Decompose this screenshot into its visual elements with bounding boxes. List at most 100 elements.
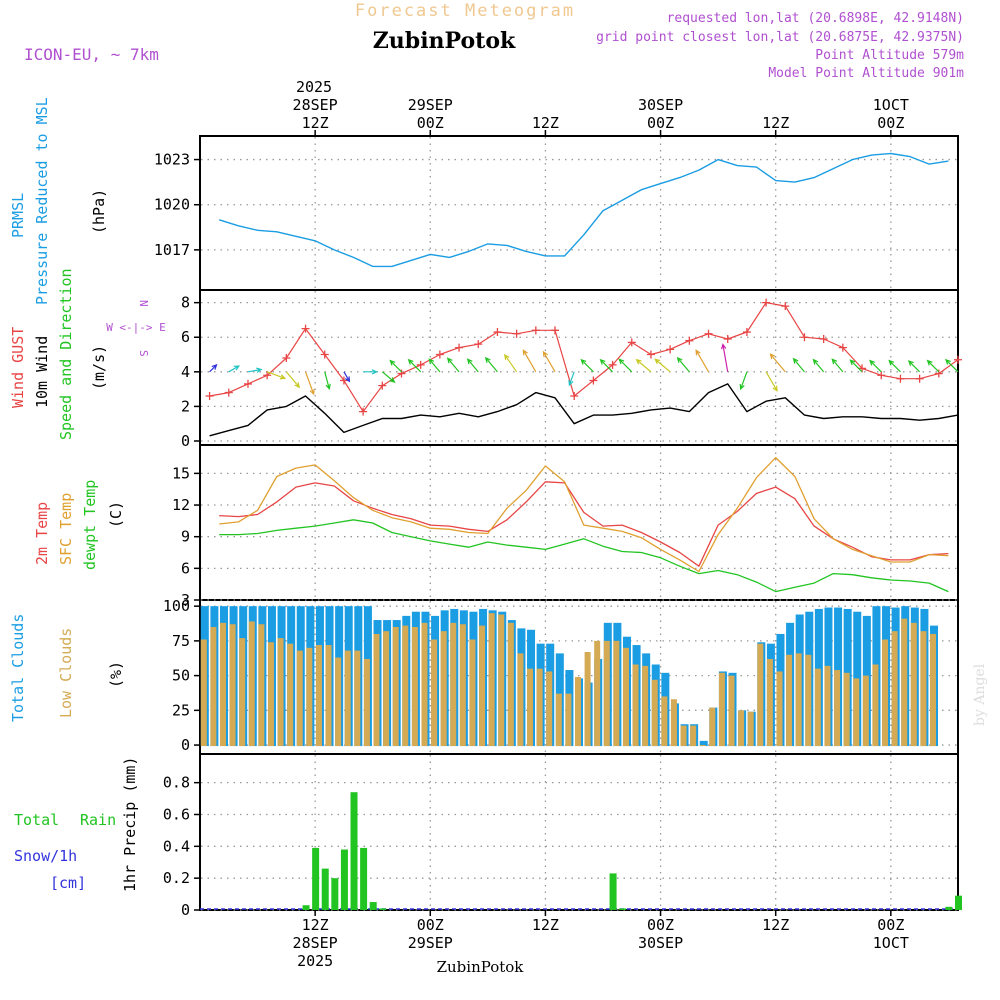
- y-tick-label: 0.2: [163, 869, 190, 887]
- low-cloud-bar: [306, 647, 313, 747]
- gust-marker: [762, 298, 771, 307]
- low-cloud-bar: [383, 631, 390, 747]
- low-cloud-bar: [613, 640, 620, 747]
- wind-direction-arrow: [542, 350, 556, 373]
- gust-marker: [416, 360, 425, 369]
- low-cloud-bar: [718, 672, 725, 747]
- y-tick-label: 1017: [154, 241, 190, 259]
- top-time-label: 00Z: [417, 114, 444, 132]
- low-cloud-bar: [479, 625, 486, 747]
- gust-marker: [455, 343, 464, 352]
- low-cloud-bar: [728, 675, 735, 747]
- y-tick-label: 75: [172, 632, 190, 650]
- low-cloud-bar: [603, 640, 610, 747]
- gust-marker: [819, 334, 828, 343]
- low-cloud-bar: [277, 638, 284, 747]
- bottom-time-label: 00Z: [417, 916, 444, 934]
- wind-direction-arrow: [739, 371, 748, 391]
- wind-direction-arrow: [466, 358, 479, 373]
- low-cloud-bar: [363, 658, 370, 747]
- data-layer: [200, 152, 962, 910]
- y-tick-label: 100: [163, 597, 190, 615]
- wind-direction-arrow: [324, 371, 331, 391]
- low-cloud-bar: [738, 710, 745, 747]
- gust-marker: [915, 374, 924, 383]
- low-cloud-bar: [536, 668, 543, 747]
- axis-layer: 1017 1020 1023 0 2 4 6 8 3 6 9 12 15 0 25 50 75 100 0 0.2 0.…: [154, 96, 909, 970]
- low-cloud-bar: [622, 647, 629, 747]
- temp-sfc-label: SFC Temp: [57, 493, 75, 565]
- low-cloud-bar: [930, 633, 937, 747]
- wind-direction-arrow: [381, 371, 396, 383]
- wind-direction-arrow: [945, 358, 959, 373]
- rain-bar: [360, 847, 368, 910]
- pressure-line: [218, 152, 949, 268]
- gust-marker: [954, 355, 962, 364]
- gust-marker: [359, 407, 368, 416]
- top-year-label: 2025: [296, 78, 332, 96]
- total-cloud-bar: [699, 740, 708, 747]
- low-cloud-bar: [210, 627, 217, 747]
- gust-marker: [934, 369, 943, 378]
- gust-marker: [646, 350, 655, 359]
- rain-bar: [609, 873, 617, 910]
- wind-direction-arrow: [389, 359, 402, 373]
- y-tick-label: 0: [181, 432, 190, 450]
- credit-watermark: by Angel: [972, 663, 988, 726]
- y-tick-label: 0.4: [163, 837, 190, 855]
- wind-direction-arrow: [695, 349, 710, 373]
- wind-direction-arrow: [831, 358, 844, 373]
- temp-2m-label: 2m Temp: [33, 502, 51, 565]
- low-cloud-bar: [459, 624, 466, 747]
- bottom-time-label: 00Z: [877, 916, 904, 934]
- gust-marker: [205, 392, 214, 401]
- low-cloud-bar: [431, 639, 438, 747]
- low-cloud-bar: [565, 693, 572, 747]
- low-cloud-bar: [527, 668, 534, 747]
- top-time-label: 28SEP: [293, 96, 338, 114]
- top-time-label: 29SEP: [408, 96, 453, 114]
- y-tick-label: 25: [172, 701, 190, 719]
- wind-10m-label: 10m Wind: [33, 336, 51, 408]
- wind-gust-label: Wind GUST: [9, 327, 27, 408]
- footer-station: ZubinPotok: [437, 958, 525, 976]
- wind-direction-arrow: [599, 358, 614, 373]
- top-time-label: 12Z: [532, 114, 559, 132]
- gust-marker: [896, 374, 905, 383]
- rain-bar: [340, 849, 348, 910]
- pressure-unit: (hPa): [90, 189, 108, 234]
- gust-marker: [224, 388, 233, 397]
- clouds-low-label: Low Clouds: [57, 628, 75, 718]
- low-cloud-bar: [402, 625, 409, 747]
- gust-line: [209, 302, 959, 413]
- low-cloud-bar: [239, 638, 246, 747]
- low-cloud-bar: [287, 643, 294, 747]
- top-time-label: 30SEP: [638, 96, 683, 114]
- bottom-time-label: 00Z: [647, 916, 674, 934]
- low-cloud-bar: [747, 711, 754, 747]
- low-cloud-bar: [805, 654, 812, 747]
- wind-direction-arrow: [266, 371, 287, 380]
- y-tick-label: 12: [172, 496, 190, 514]
- low-cloud-bar: [699, 745, 706, 747]
- wind-direction-arrow: [484, 356, 498, 373]
- gust-marker: [263, 371, 272, 380]
- low-cloud-bar: [354, 650, 361, 747]
- station-title: ZubinPotok: [373, 28, 516, 54]
- wind-direction-arrow: [209, 363, 218, 373]
- wind-direction-arrow: [618, 358, 633, 373]
- clouds-total-label: Total Clouds: [9, 614, 27, 722]
- low-cloud-bar: [555, 693, 562, 747]
- wind-unit: (m/s): [90, 345, 108, 390]
- wind-direction-arrow: [926, 359, 940, 373]
- gust-marker: [570, 392, 579, 401]
- wind-speed-dir-label: Speed and Direction: [57, 268, 75, 440]
- temp-panel: [199, 444, 959, 601]
- low-cloud-bar: [296, 650, 303, 747]
- wind-direction-arrow: [522, 349, 537, 373]
- gust-marker: [800, 333, 809, 342]
- bottom-time-label: 2025: [297, 952, 333, 970]
- gust-marker: [627, 338, 636, 347]
- pressure-label-1: PRMSL: [9, 193, 27, 238]
- low-cloud-bar: [373, 633, 380, 747]
